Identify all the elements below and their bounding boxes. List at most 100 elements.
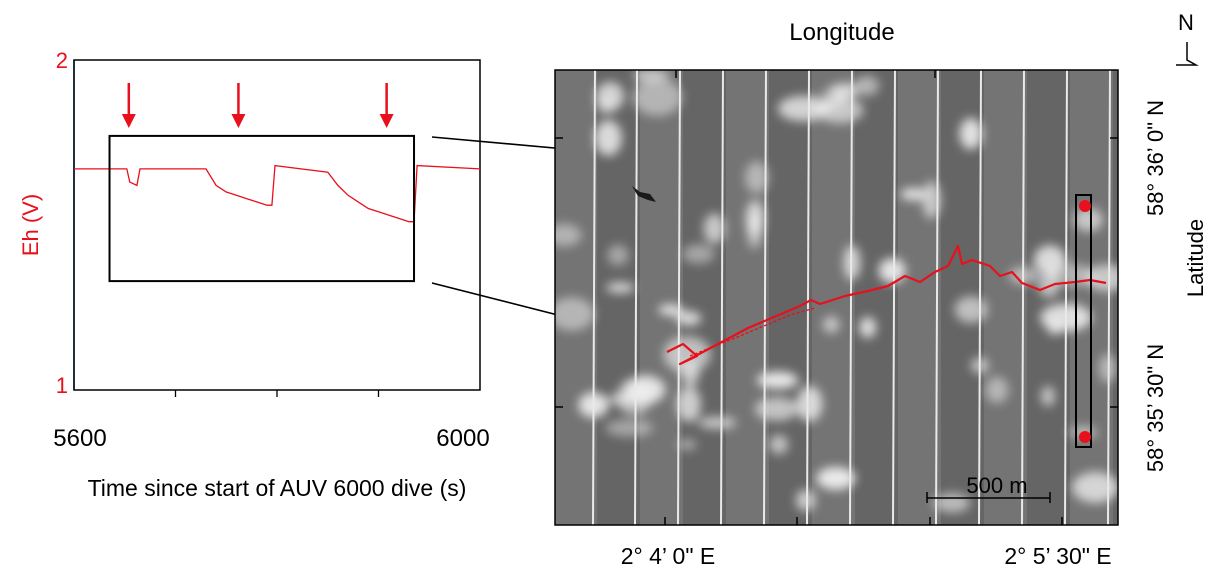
map-bright-patch (745, 199, 765, 236)
map-swath (1113, 70, 1118, 525)
map-bright-patch (632, 78, 683, 116)
map-swath-shading (555, 70, 1118, 525)
map-bright-patch (744, 161, 769, 194)
north-arrow-label: N (1178, 10, 1194, 35)
map-bright-patch (878, 258, 906, 284)
map-ticks (555, 70, 1118, 525)
map-swath (812, 70, 855, 525)
down-arrow-icon (379, 83, 394, 128)
map-frame (554, 69, 1119, 526)
map-bright-patch (677, 439, 697, 451)
map-bright-patch (756, 371, 799, 389)
map-bright-patch (830, 83, 859, 99)
map-bright-patch (900, 188, 927, 201)
auv-track (666, 244, 1107, 366)
map-bright-patch (954, 296, 988, 324)
map-nadir-line (1021, 70, 1025, 525)
map-bright-patch (922, 181, 941, 219)
eh-y-tick-bottom: 1 (56, 373, 68, 398)
map-swath (726, 70, 769, 525)
map-swath (769, 70, 812, 525)
map-nadir-line (720, 70, 724, 525)
map-swath (898, 70, 941, 525)
map-bright-patch (959, 118, 983, 150)
eh-arrows (121, 83, 394, 128)
map-nadir-line (806, 70, 810, 525)
map-nadir-line (1107, 70, 1111, 525)
map-bright-patch (769, 434, 789, 455)
map-bright-patch (607, 244, 629, 266)
eh-y-axis-label: Eh (V) (18, 194, 43, 256)
map-swath (640, 70, 683, 525)
eh-x-tick-left: 5600 (53, 425, 106, 452)
map-nadir-line (1064, 70, 1068, 525)
map-dark-feature (632, 186, 656, 202)
transect-start-marker (1079, 200, 1091, 212)
map-bright-patch (859, 316, 877, 338)
eh-x-axis-label: Time since start of AUV 6000 dive (s) (88, 475, 467, 501)
map-nadir-line (978, 70, 982, 525)
transect-end-marker (1079, 431, 1091, 443)
map-bright-patch (796, 385, 823, 422)
eh-highlight-box (108, 134, 416, 283)
eh-chart: 2 1 Eh (V) 5600 6000 Time since start of… (18, 48, 490, 501)
north-arrow: N (1176, 10, 1199, 66)
map-x-tick-left: 2° 4’ 0" E (621, 543, 716, 569)
map-bright-patch (795, 489, 816, 512)
map-nadir-lines (592, 70, 1111, 525)
map-bright-patch (605, 419, 654, 437)
scale-bar-label: 500 m (966, 473, 1027, 498)
map-swath (855, 70, 898, 525)
map-bright-patch (778, 95, 829, 122)
eh-x-tick-right: 6000 (436, 425, 489, 452)
map-bright-patch (663, 336, 711, 373)
map-bright-patch (754, 397, 799, 421)
map-bright-patch (698, 416, 737, 429)
map-nadir-line (634, 70, 638, 525)
map-bright-patch (822, 316, 840, 333)
map-bright-patch (555, 223, 582, 247)
map-bright-patch (676, 311, 702, 326)
map-x-tick-right: 2° 5’ 30" E (1004, 543, 1111, 569)
eh-series-line (74, 164, 481, 223)
map-bright-patch (632, 70, 670, 82)
map-bright-patch (596, 96, 616, 115)
map-nadir-line (935, 70, 939, 525)
map-y-tick-bottom: 58° 35’ 30" N (1143, 344, 1168, 472)
map-bright-patch (816, 466, 856, 490)
map-bright-patch (1046, 320, 1063, 336)
map-bright-patch (594, 120, 622, 156)
map-bright-patch (703, 213, 725, 244)
map-top-title: Longitude (789, 19, 894, 46)
map-nadir-line (592, 70, 596, 525)
map-bright-patch (854, 75, 880, 96)
map-bright-patch (985, 376, 1009, 404)
map-bright-patch (1072, 471, 1118, 503)
map-bright-patch (606, 282, 635, 293)
eh-y-tick-top: 2 (56, 48, 68, 73)
sidescan-map: 500 m Longitude 2° 4’ 0" E 2° 5’ 30" E 5… (554, 19, 1208, 569)
auv-track-return (689, 307, 816, 357)
map-bright-patch (616, 378, 652, 416)
map-swath (555, 70, 598, 525)
map-bright-patch (676, 386, 701, 422)
map-bright-patch (682, 244, 715, 264)
eh-ticks (174, 390, 380, 397)
transect-box (1075, 194, 1092, 448)
map-bright-patch (555, 297, 595, 331)
map-bright-patch (1073, 207, 1103, 232)
map-nadir-line (677, 70, 681, 525)
north-arrow-icon (1176, 42, 1199, 66)
down-arrow-icon (121, 83, 136, 128)
eh-plot-frame (73, 59, 481, 391)
map-nadir-line (892, 70, 896, 525)
map-bright-patch (1041, 386, 1055, 407)
down-arrow-icon (231, 83, 246, 128)
map-bright-patch (933, 493, 971, 513)
map-y-axis-label: Latitude (1183, 219, 1208, 297)
map-swath (984, 70, 1027, 525)
map-y-tick-top: 58° 36’ 0" N (1143, 100, 1168, 216)
map-swath (683, 70, 726, 525)
map-nadir-line (763, 70, 767, 525)
